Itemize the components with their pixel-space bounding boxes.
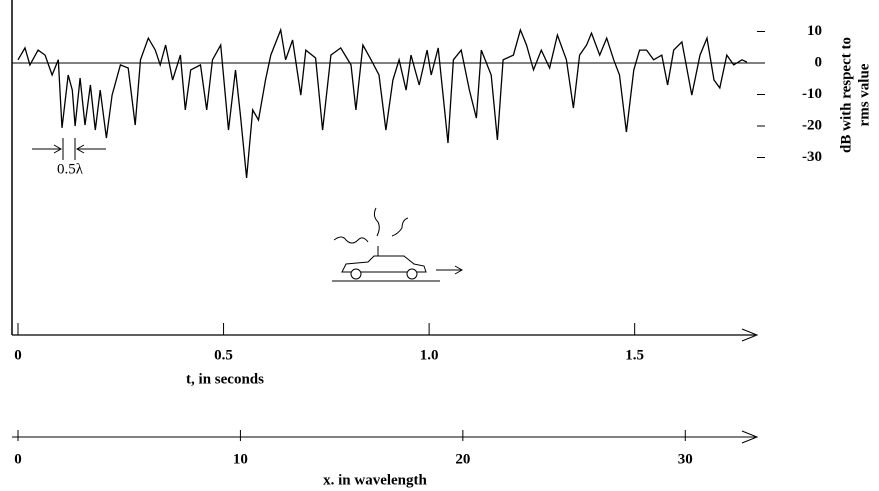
t-axis-title: t, in seconds — [186, 371, 264, 387]
y-tick-label: -10 — [802, 86, 822, 102]
marker-arrowhead — [75, 144, 85, 154]
wave — [333, 236, 369, 244]
annotation: 0.5λ — [57, 161, 84, 177]
x2-tick-label: 0 — [14, 451, 22, 467]
x-tick-label: 0 — [14, 347, 22, 363]
wave — [373, 207, 380, 237]
signal-line — [17, 27, 748, 179]
wheel — [406, 268, 418, 280]
wave — [391, 217, 409, 237]
x-tick-label: 1.0 — [420, 347, 439, 363]
x-tick-label: 0.5 — [214, 347, 233, 363]
y-tick-label: -30 — [802, 149, 822, 165]
t-axis-arrow — [741, 328, 759, 342]
car-illustration — [332, 207, 464, 282]
y-axis-title-line: rms value — [856, 63, 872, 126]
car-body — [341, 255, 427, 273]
y-tick-label: 0 — [815, 54, 823, 70]
y-tick-label: 10 — [807, 23, 822, 39]
x2-tick-label: 20 — [455, 451, 470, 467]
x2-tick-label: 30 — [678, 451, 693, 467]
x-tick-label: 1.5 — [625, 347, 644, 363]
x-axis-title: x. in wavelength — [323, 472, 427, 488]
motion-arrowhead — [454, 265, 464, 275]
wheel — [350, 268, 362, 280]
y-axis-title: dB with respect to rms value — [838, 37, 872, 153]
x2-tick-label: 10 — [233, 451, 248, 467]
marker-arrowhead — [53, 144, 63, 154]
x-axis-arrow — [741, 430, 759, 444]
wavelength-marker: 0.5λ — [32, 138, 106, 177]
y-tick-label: -20 — [802, 117, 822, 133]
y-axis-title-line: dB with respect to — [838, 37, 854, 153]
